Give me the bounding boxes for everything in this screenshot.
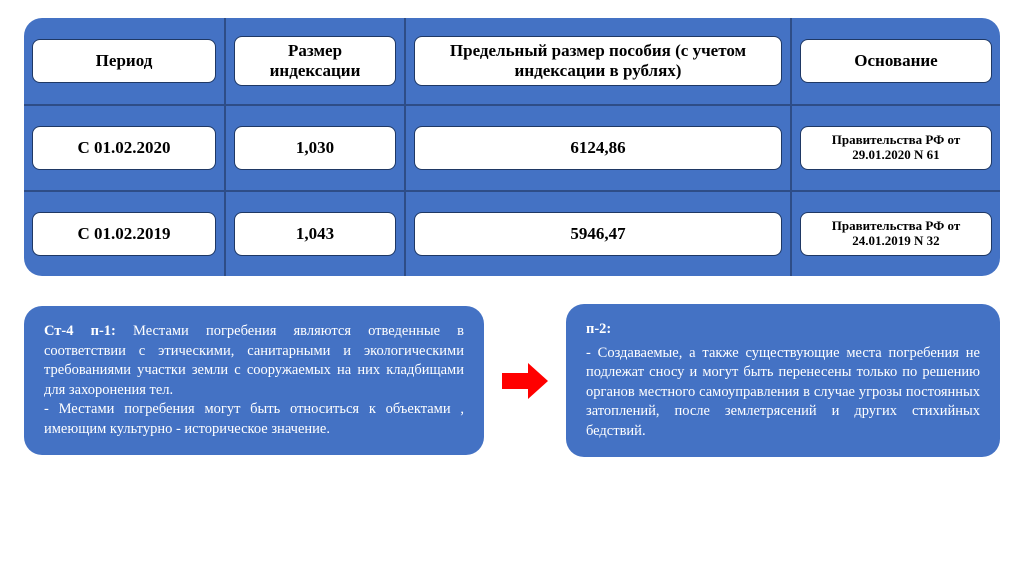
note-heading: п-2: — [586, 321, 611, 337]
header-label: Период — [32, 39, 216, 83]
header-label: Предельный размер пособия (с учетом инде… — [414, 36, 782, 85]
header-cell-limit: Предельный размер пособия (с учетом инде… — [404, 18, 790, 104]
header-label: Размер индексации — [234, 36, 396, 85]
note-card-left: Ст-4 п-1: Местами погребения являются от… — [24, 306, 484, 455]
cell-value: 1,030 — [234, 126, 396, 170]
note-paragraph: п-2: — [586, 320, 980, 340]
cell-value: 5946,47 — [414, 212, 782, 256]
cell-value: С 01.02.2019 — [32, 212, 216, 256]
arrow-icon — [502, 363, 548, 399]
header-label: Основание — [800, 39, 992, 83]
cell-limit: 5946,47 — [404, 192, 790, 276]
table-row: С 01.02.2019 1,043 5946,47 Правительства… — [24, 190, 1000, 276]
notes-row: Ст-4 п-1: Местами погребения являются от… — [24, 304, 1000, 457]
cell-value: Правительства РФ от 29.01.2020 N 61 — [800, 126, 992, 170]
cell-value: Правительства РФ от 24.01.2019 N 32 — [800, 212, 992, 256]
note-paragraph: Ст-4 п-1: Местами погребения являются от… — [44, 322, 464, 400]
table-row: С 01.02.2020 1,030 6124,86 Правительства… — [24, 104, 1000, 190]
cell-basis: Правительства РФ от 24.01.2019 N 32 — [790, 192, 1000, 276]
note-card-right: п-2: - Создаваемые, а также существующие… — [566, 304, 1000, 457]
cell-index: 1,030 — [224, 106, 404, 190]
note-heading: Ст-4 п-1: — [44, 323, 116, 339]
header-cell-basis: Основание — [790, 18, 1000, 104]
table-header-row: Период Размер индексации Предельный разм… — [24, 18, 1000, 104]
cell-value: С 01.02.2020 — [32, 126, 216, 170]
cell-period: С 01.02.2020 — [24, 106, 224, 190]
header-cell-period: Период — [24, 18, 224, 104]
cell-basis: Правительства РФ от 29.01.2020 N 61 — [790, 106, 1000, 190]
header-cell-index: Размер индексации — [224, 18, 404, 104]
note-paragraph: - Создаваемые, а также существующие мест… — [586, 344, 980, 442]
cell-value: 6124,86 — [414, 126, 782, 170]
indexation-table: Период Размер индексации Предельный разм… — [24, 18, 1000, 276]
cell-index: 1,043 — [224, 192, 404, 276]
note-paragraph: - Местами погребения могут быть относить… — [44, 400, 464, 439]
cell-limit: 6124,86 — [404, 106, 790, 190]
cell-period: С 01.02.2019 — [24, 192, 224, 276]
cell-value: 1,043 — [234, 212, 396, 256]
